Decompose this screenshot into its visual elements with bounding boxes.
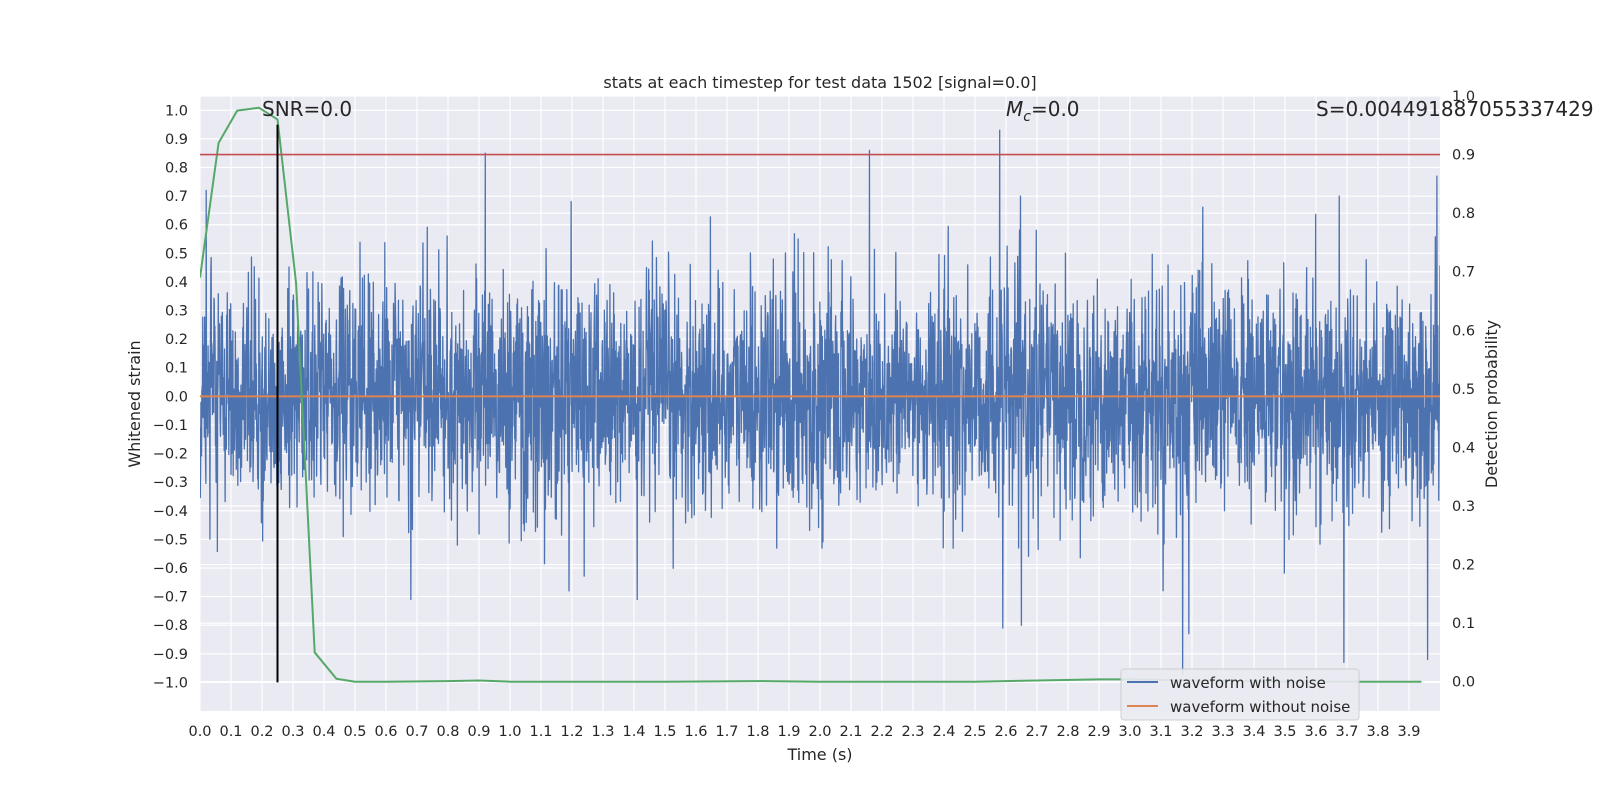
y-tick-label: 0.7 [165,189,188,205]
y-tick-label: 0.2 [165,332,188,348]
x-tick-label: 3.6 [1304,724,1327,740]
y-axis-label: Whitened strain [125,340,144,467]
x-tick-label: 0.9 [467,724,490,740]
y-tick-label: 0.5 [165,246,188,262]
x-tick-label: 0.5 [343,724,366,740]
y-tick-label: −0.8 [153,618,188,634]
y-tick-label: 0.6 [165,218,188,234]
y2-tick-label: 0.3 [1452,499,1475,515]
x-tick-label: 3.8 [1366,724,1389,740]
x-tick-label: 2.7 [1025,724,1048,740]
s-annotation: S=0.004491887055337429 [1316,97,1594,121]
y-tick-label: 1.0 [165,103,188,119]
y-tick-label: −0.3 [153,475,188,491]
x-tick-label: 2.0 [808,724,831,740]
x-axis-label: Time (s) [786,745,852,764]
y-tick-label: 0.3 [165,304,188,320]
y-tick-labels: 1.0 0.9 0.8 0.7 0.6 0.5 0.4 0.3 0.2 0.1 0.0 −0.1 −0.… [153,103,188,691]
x-tick-label: 2.8 [1056,724,1079,740]
y2-tick-label: 0.7 [1452,265,1475,281]
y2-tick-label: 1.0 [1452,89,1475,105]
y-tick-label: −1.0 [153,675,188,691]
x-tick-label: 1.6 [684,724,707,740]
y2-tick-label: 0.2 [1452,558,1475,574]
x-tick-label: 3.1 [1149,724,1172,740]
y-tick-label: −0.9 [153,647,188,663]
chart-title: stats at each timestep for test data 150… [603,73,1036,92]
y2-tick-label: 0.5 [1452,382,1475,398]
annotations: SNR=0.0 Mc=0.0 S=0.004491887055337429 [262,97,1594,125]
x-tick-label: 1.4 [622,724,645,740]
x-tick-label: 1.8 [746,724,769,740]
legend-label-noise: waveform with noise [1170,674,1326,692]
y-tick-label: −0.6 [153,561,188,577]
x-tick-label: 2.1 [839,724,862,740]
y2-tick-label: 0.0 [1452,675,1475,691]
x-tick-label: 2.6 [994,724,1017,740]
y-tick-label: 0.8 [165,161,188,177]
x-tick-label: 1.0 [498,724,521,740]
y2-tick-labels: 1.0 0.9 0.8 0.7 0.6 0.5 0.4 0.3 0.2 0.1 0.0 [1452,89,1475,691]
x-tick-label: 3.3 [1211,724,1234,740]
x-tick-label: 2.3 [901,724,924,740]
y2-tick-label: 0.1 [1452,616,1475,632]
x-tick-label: 0.3 [281,724,304,740]
x-tick-label: 2.4 [932,724,955,740]
x-tick-label: 3.7 [1335,724,1358,740]
legend: waveform with noise waveform without noi… [1120,668,1360,721]
x-tick-label: 0.2 [250,724,273,740]
x-tick-label: 1.3 [591,724,614,740]
y2-axis-label: Detection probability [1482,320,1501,488]
x-tick-label: 3.2 [1180,724,1203,740]
y-tick-label: 0.0 [165,389,188,405]
detection-probability-line [200,106,1422,683]
y-tick-label: −0.1 [153,418,188,434]
y-tick-label: −0.7 [153,590,188,606]
y2-tick-label: 0.9 [1452,148,1475,164]
series-layer [200,106,1440,683]
x-tick-label: 1.5 [653,724,676,740]
x-tick-label: 0.8 [436,724,459,740]
x-tick-label: 1.1 [529,724,552,740]
y-tick-label: 0.9 [165,132,188,148]
y-tick-label: 0.1 [165,361,188,377]
y-tick-label: −0.2 [153,447,188,463]
x-tick-label: 0.1 [219,724,242,740]
y2-tick-label: 0.8 [1452,206,1475,222]
reference-lines [200,124,1440,683]
snr-annotation: SNR=0.0 [262,97,352,121]
y-tick-label: 0.4 [165,275,188,291]
y-tick-label: −0.4 [153,504,188,520]
x-tick-label: 0.7 [405,724,428,740]
x-tick-label: 0.6 [374,724,397,740]
x-tick-label: 3.9 [1397,724,1420,740]
x-tick-label: 1.7 [715,724,738,740]
x-tick-label: 1.2 [560,724,583,740]
x-tick-label: 1.9 [777,724,800,740]
x-tick-label: 3.5 [1273,724,1296,740]
waveform-with-noise-line [200,129,1440,675]
legend-label-clean: waveform without noise [1170,698,1350,716]
x-tick-labels: 0.0 0.1 0.2 0.3 0.4 0.5 0.6 0.7 0.8 0.9 1.0 1.1 1.2 1… [188,724,1420,740]
y2-tick-label: 0.6 [1452,323,1475,339]
x-tick-label: 2.5 [963,724,986,740]
x-tick-label: 3.0 [1118,724,1141,740]
x-tick-label: 3.4 [1242,724,1265,740]
y2-tick-label: 0.4 [1452,440,1475,456]
x-tick-label: 0.4 [312,724,335,740]
legend-box [1120,668,1360,721]
y-tick-label: −0.5 [153,532,188,548]
x-tick-label: 2.9 [1087,724,1110,740]
mc-annotation: Mc=0.0 [1006,97,1080,125]
x-tick-label: 2.2 [870,724,893,740]
x-tick-label: 0.0 [188,724,211,740]
